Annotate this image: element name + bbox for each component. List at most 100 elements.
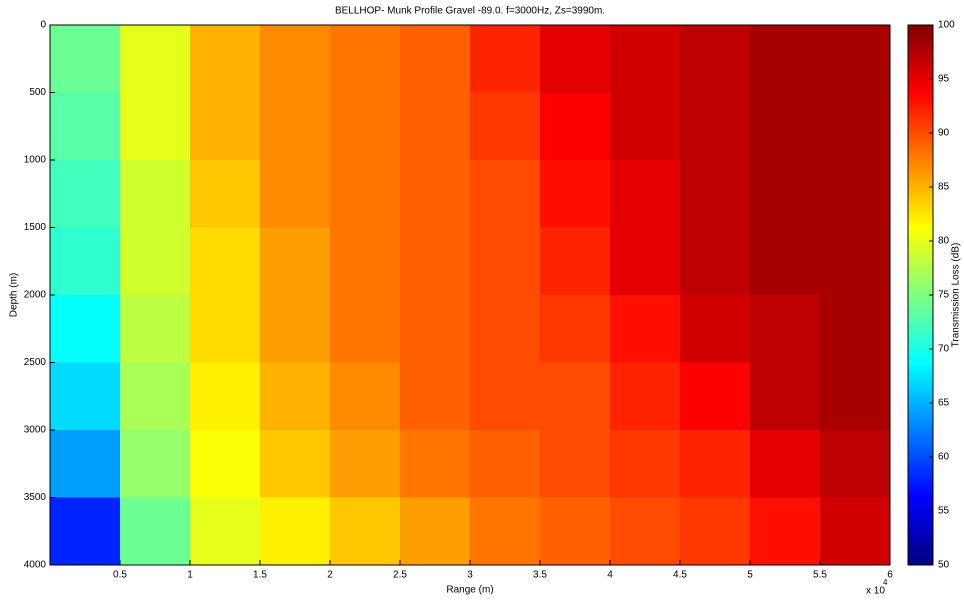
- heatmap-cell: [680, 25, 751, 93]
- heatmap-cell: [540, 362, 611, 431]
- heatmap-cell: [470, 430, 541, 498]
- heatmap-cell: [400, 92, 471, 161]
- x-tick-label: 2.5: [393, 570, 407, 581]
- colorbar-tick-label: 100: [938, 20, 955, 31]
- heatmap-cell: [610, 227, 681, 296]
- heatmap-cell: [50, 92, 121, 161]
- heatmap-cell: [190, 295, 261, 363]
- heatmap-cell: [260, 160, 331, 228]
- heatmap-cell: [680, 497, 751, 566]
- heatmap-cell: [190, 25, 261, 93]
- y-tick-label: 2000: [24, 290, 47, 301]
- heatmap-cell: [610, 160, 681, 228]
- colorbar-tick-label: 95: [938, 74, 950, 85]
- heatmap-cell: [610, 362, 681, 431]
- heatmap-cell: [330, 497, 401, 566]
- heatmap-cell: [120, 227, 191, 296]
- heatmap-cell: [260, 497, 331, 566]
- colorbar-tick-label: 50: [938, 560, 950, 571]
- heatmap-cell: [120, 362, 191, 431]
- x-tick-label: 6: [887, 570, 893, 581]
- heatmap-cell: [680, 227, 751, 296]
- heatmap-cell: [120, 295, 191, 363]
- heatmap-cell: [750, 92, 821, 161]
- heatmap-cell: [190, 92, 261, 161]
- heatmap-cell: [120, 430, 191, 498]
- heatmap-cell: [330, 362, 401, 431]
- heatmap-cell: [540, 430, 611, 498]
- heatmap-cell: [330, 430, 401, 498]
- heatmap-cell: [190, 227, 261, 296]
- heatmap-cell: [680, 160, 751, 228]
- heatmap-cell: [820, 430, 891, 498]
- heatmap-cell: [260, 227, 331, 296]
- heatmap-cell: [330, 25, 401, 93]
- y-tick-label: 2500: [24, 357, 47, 368]
- heatmap-cell: [400, 160, 471, 228]
- heatmap-cell: [260, 430, 331, 498]
- heatmap-cell: [750, 160, 821, 228]
- heatmap-cell: [470, 362, 541, 431]
- heatmap-cell: [50, 362, 121, 431]
- x-tick-label: 0.5: [113, 570, 127, 581]
- heatmap-cell: [190, 497, 261, 566]
- colorbar-tick-label: 70: [938, 344, 950, 355]
- colorbar-tick-label: 60: [938, 452, 950, 463]
- heatmap-cell: [330, 92, 401, 161]
- heatmap-cell: [820, 227, 891, 296]
- heatmap-cell: [750, 227, 821, 296]
- heatmap-cell: [750, 497, 821, 566]
- heatmap-cell: [190, 362, 261, 431]
- x-tick-label: 2: [327, 570, 333, 581]
- heatmap-cell: [50, 227, 121, 296]
- heatmap-cell: [540, 92, 611, 161]
- heatmap-cell: [120, 497, 191, 566]
- heatmap-cell: [820, 92, 891, 161]
- heatmap-cell: [750, 362, 821, 431]
- heatmap-cell: [50, 430, 121, 498]
- heatmap-cell: [400, 295, 471, 363]
- heatmap-cell: [50, 25, 121, 93]
- x-tick-label: 1.5: [253, 570, 267, 581]
- x-tick-label: 5.5: [813, 570, 827, 581]
- heatmap-cell: [260, 295, 331, 363]
- heatmap-cell: [50, 295, 121, 363]
- y-tick-label: 0: [40, 20, 46, 31]
- x-tick-label: 3: [467, 570, 473, 581]
- heatmap-cell: [610, 295, 681, 363]
- colorbar: [907, 24, 934, 566]
- heatmap-cell: [820, 362, 891, 431]
- heatmap-cell: [680, 92, 751, 161]
- heatmap-cell: [820, 497, 891, 566]
- heatmap-cell: [260, 25, 331, 93]
- heatmap-cell: [470, 497, 541, 566]
- heatmap-cell: [400, 362, 471, 431]
- heatmap-cell: [400, 25, 471, 93]
- y-tick-label: 3500: [24, 492, 47, 503]
- heatmap-cell: [750, 25, 821, 93]
- heatmap-cell: [610, 92, 681, 161]
- heatmap-cell: [120, 25, 191, 93]
- heatmap-cell: [540, 295, 611, 363]
- heatmap-cell: [750, 430, 821, 498]
- x-scale-exponent: 4: [883, 578, 888, 587]
- colorbar-label: Transmission Loss (dB): [951, 243, 962, 348]
- heatmap-cell: [610, 430, 681, 498]
- heatmap-cell: [470, 227, 541, 296]
- heatmap-cell: [820, 25, 891, 93]
- heatmap-cell: [400, 227, 471, 296]
- y-tick-label: 1500: [24, 222, 47, 233]
- heatmap-cell: [190, 160, 261, 228]
- colorbar-tick-label: 55: [938, 506, 950, 517]
- colorbar-tick-label: 80: [938, 236, 950, 247]
- heatmap-cell: [50, 160, 121, 228]
- heatmap-cell: [540, 227, 611, 296]
- y-tick-label: 4000: [24, 560, 47, 571]
- heatmap-cell: [680, 430, 751, 498]
- y-axis-label: Depth (m): [9, 273, 20, 317]
- colorbar-tick-label: 85: [938, 182, 950, 193]
- heatmap-cell: [400, 430, 471, 498]
- x-axis-label: Range (m): [446, 585, 493, 596]
- heatmap-cell: [120, 160, 191, 228]
